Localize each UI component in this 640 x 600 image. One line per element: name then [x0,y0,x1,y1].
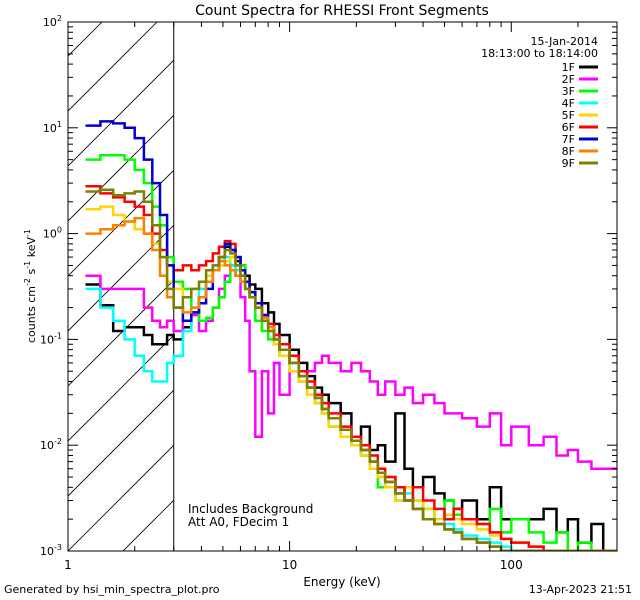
legend-label-5f: 5F [562,109,575,122]
y-tick-label: 10-3 [40,543,62,558]
hatch-line [68,169,174,277]
hatch-line [68,279,174,387]
hatch-line [288,0,640,551]
x-tick-label: 100 [500,558,523,572]
chart-title: Count Spectra for RHESSI Front Segments [195,3,489,19]
series-9f [85,188,617,551]
x-tick-label: 10 [282,558,297,572]
hatch-line [68,444,174,551]
y-tick-label: 100 [43,226,62,241]
y-tick-label: 102 [43,14,62,29]
hatch-line [68,334,174,442]
series-layer [85,120,617,551]
legend-label-3f: 3F [562,85,575,98]
hatch-line [68,22,158,112]
time-range-label: 18:13:00 to 18:14:00 [481,47,598,60]
legend-label-6f: 6F [562,121,575,134]
hatch-line [68,389,174,497]
generated-by-label: Generated by hsi_min_spectra_plot.pro [4,583,220,596]
hatch-line [68,114,174,222]
legend-label-7f: 7F [562,133,575,146]
hatch-line [618,0,640,551]
series-7f [85,120,617,551]
series-4f [85,255,617,551]
y-tick-label: 101 [43,120,62,135]
hatch-line [0,0,8,551]
legend-label-4f: 4F [562,97,575,110]
annotation-background: Includes Background [188,502,313,516]
series-8f [85,216,617,551]
y-tick-label: 10-1 [40,331,62,346]
x-axis-label: Energy (keV) [303,575,380,589]
timestamp-label: 13-Apr-2023 21:51 [528,583,632,596]
annotation-attenuator: Att A0, FDecim 1 [188,515,289,529]
legend-label-1f: 1F [562,61,575,74]
legend-label-8f: 8F [562,145,575,158]
x-tick-label: 1 [64,558,72,572]
series-1f [85,245,617,551]
series-6f [85,185,617,551]
hatch-line [68,224,174,332]
axes: 1 10 100 10-3 10-2 10-1 100 101 102 [40,14,618,572]
plot-frame [67,21,618,552]
y-tick-label: 10-2 [40,437,62,452]
legend-label-2f: 2F [562,73,575,86]
date-label: 15-Jan-2014 [531,35,599,48]
legend-label-9f: 9F [562,157,575,170]
hatch-line [68,22,103,57]
y-axis-label: counts cm-2 s-1 keV-1 [23,229,38,343]
hatch-line [233,0,640,551]
